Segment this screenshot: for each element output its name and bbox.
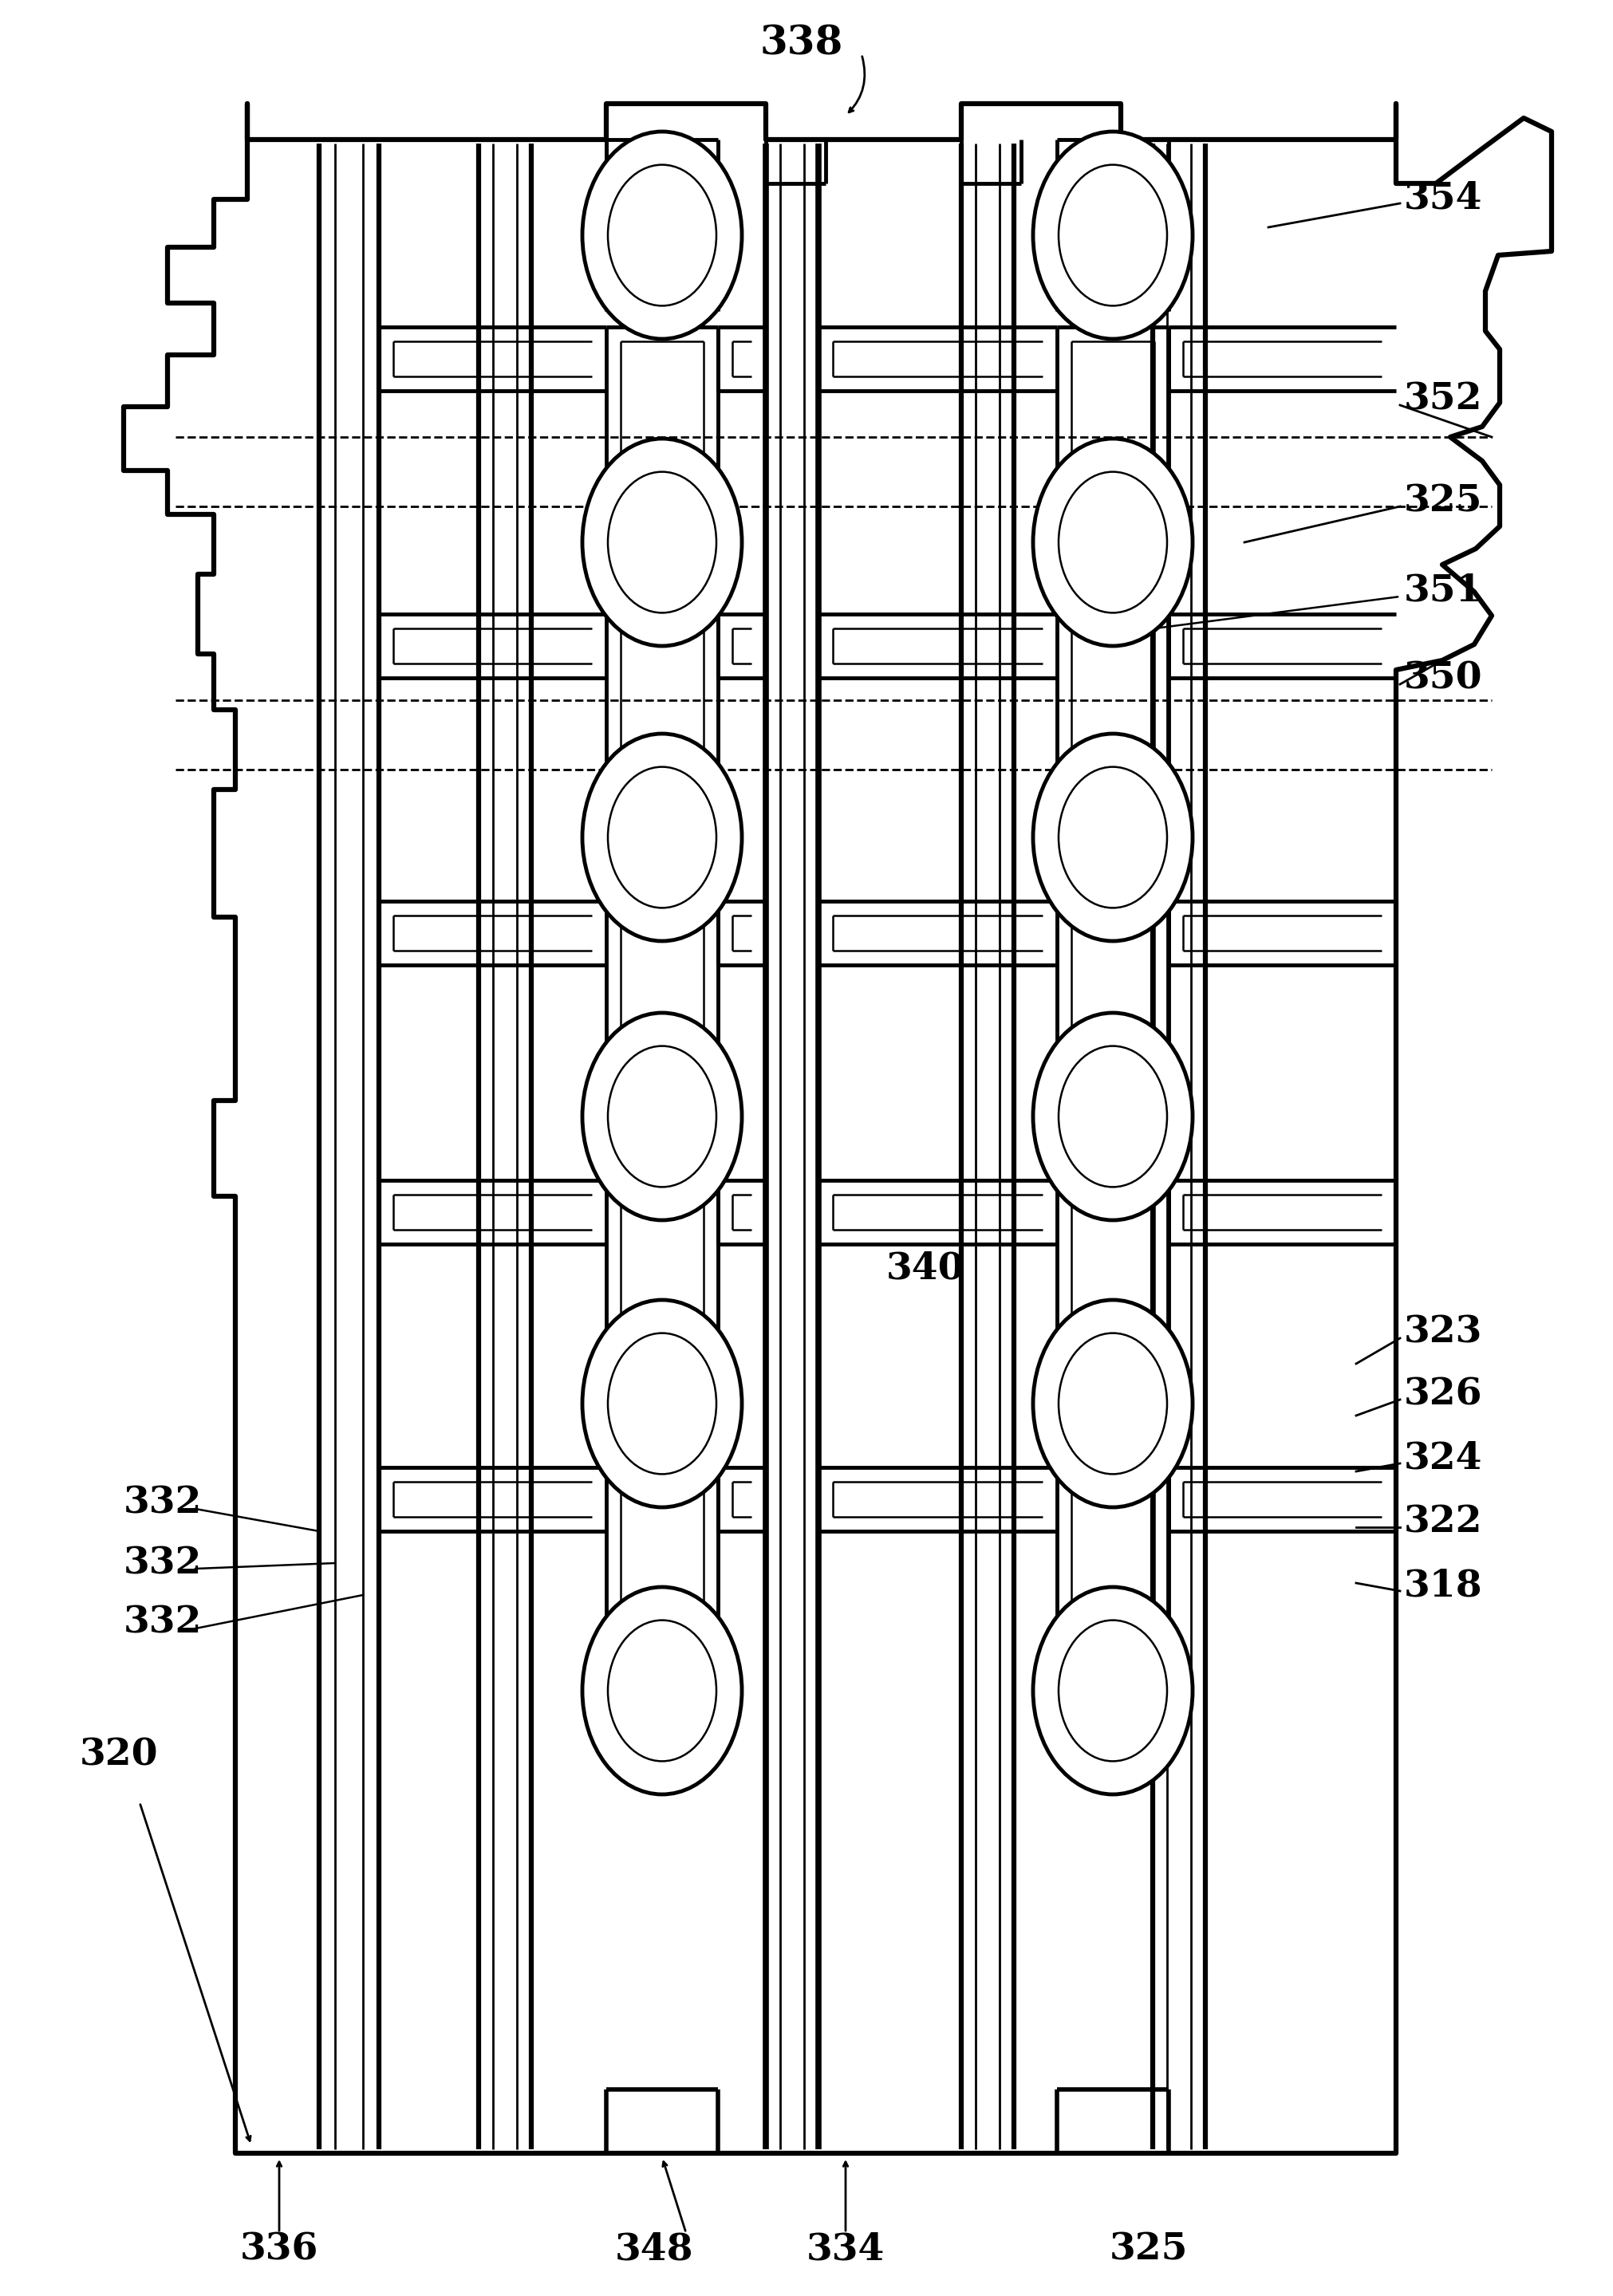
Text: 325: 325 <box>1403 482 1482 519</box>
Text: 334: 334 <box>806 2232 886 2266</box>
Ellipse shape <box>1058 1334 1168 1474</box>
Text: 352: 352 <box>1403 381 1482 418</box>
Text: 340: 340 <box>886 1249 965 1286</box>
Ellipse shape <box>608 165 716 305</box>
Ellipse shape <box>608 1621 716 1761</box>
Ellipse shape <box>1058 767 1168 907</box>
Ellipse shape <box>582 1587 742 1795</box>
Text: 354: 354 <box>1403 179 1482 216</box>
Ellipse shape <box>1058 471 1168 613</box>
Text: 350: 350 <box>1403 659 1482 696</box>
Text: 322: 322 <box>1403 1504 1482 1541</box>
Ellipse shape <box>1032 735 1192 941</box>
Text: 325: 325 <box>1110 2232 1189 2266</box>
Text: 320: 320 <box>79 1736 158 1773</box>
Text: 338: 338 <box>760 25 844 64</box>
Ellipse shape <box>1058 1047 1168 1187</box>
Ellipse shape <box>608 471 716 613</box>
Text: 332: 332 <box>124 1545 202 1582</box>
Text: 336: 336 <box>240 2232 318 2266</box>
Ellipse shape <box>608 767 716 907</box>
Text: 326: 326 <box>1403 1375 1482 1412</box>
Ellipse shape <box>582 1300 742 1506</box>
Text: 332: 332 <box>124 1605 202 1642</box>
Text: 332: 332 <box>124 1486 202 1522</box>
Text: 324: 324 <box>1403 1440 1482 1476</box>
Ellipse shape <box>582 735 742 941</box>
Ellipse shape <box>1058 165 1168 305</box>
Ellipse shape <box>1032 1587 1192 1795</box>
Ellipse shape <box>1058 1621 1168 1761</box>
Ellipse shape <box>1032 1300 1192 1506</box>
Ellipse shape <box>608 1047 716 1187</box>
Ellipse shape <box>1032 131 1192 340</box>
Text: 348: 348 <box>615 2232 694 2266</box>
Ellipse shape <box>582 131 742 340</box>
Text: 318: 318 <box>1403 1568 1482 1605</box>
Ellipse shape <box>582 1013 742 1219</box>
Text: 323: 323 <box>1403 1313 1482 1350</box>
Ellipse shape <box>1032 439 1192 645</box>
Ellipse shape <box>1032 1013 1192 1219</box>
Ellipse shape <box>582 439 742 645</box>
Ellipse shape <box>608 1334 716 1474</box>
Text: 351: 351 <box>1403 572 1482 608</box>
